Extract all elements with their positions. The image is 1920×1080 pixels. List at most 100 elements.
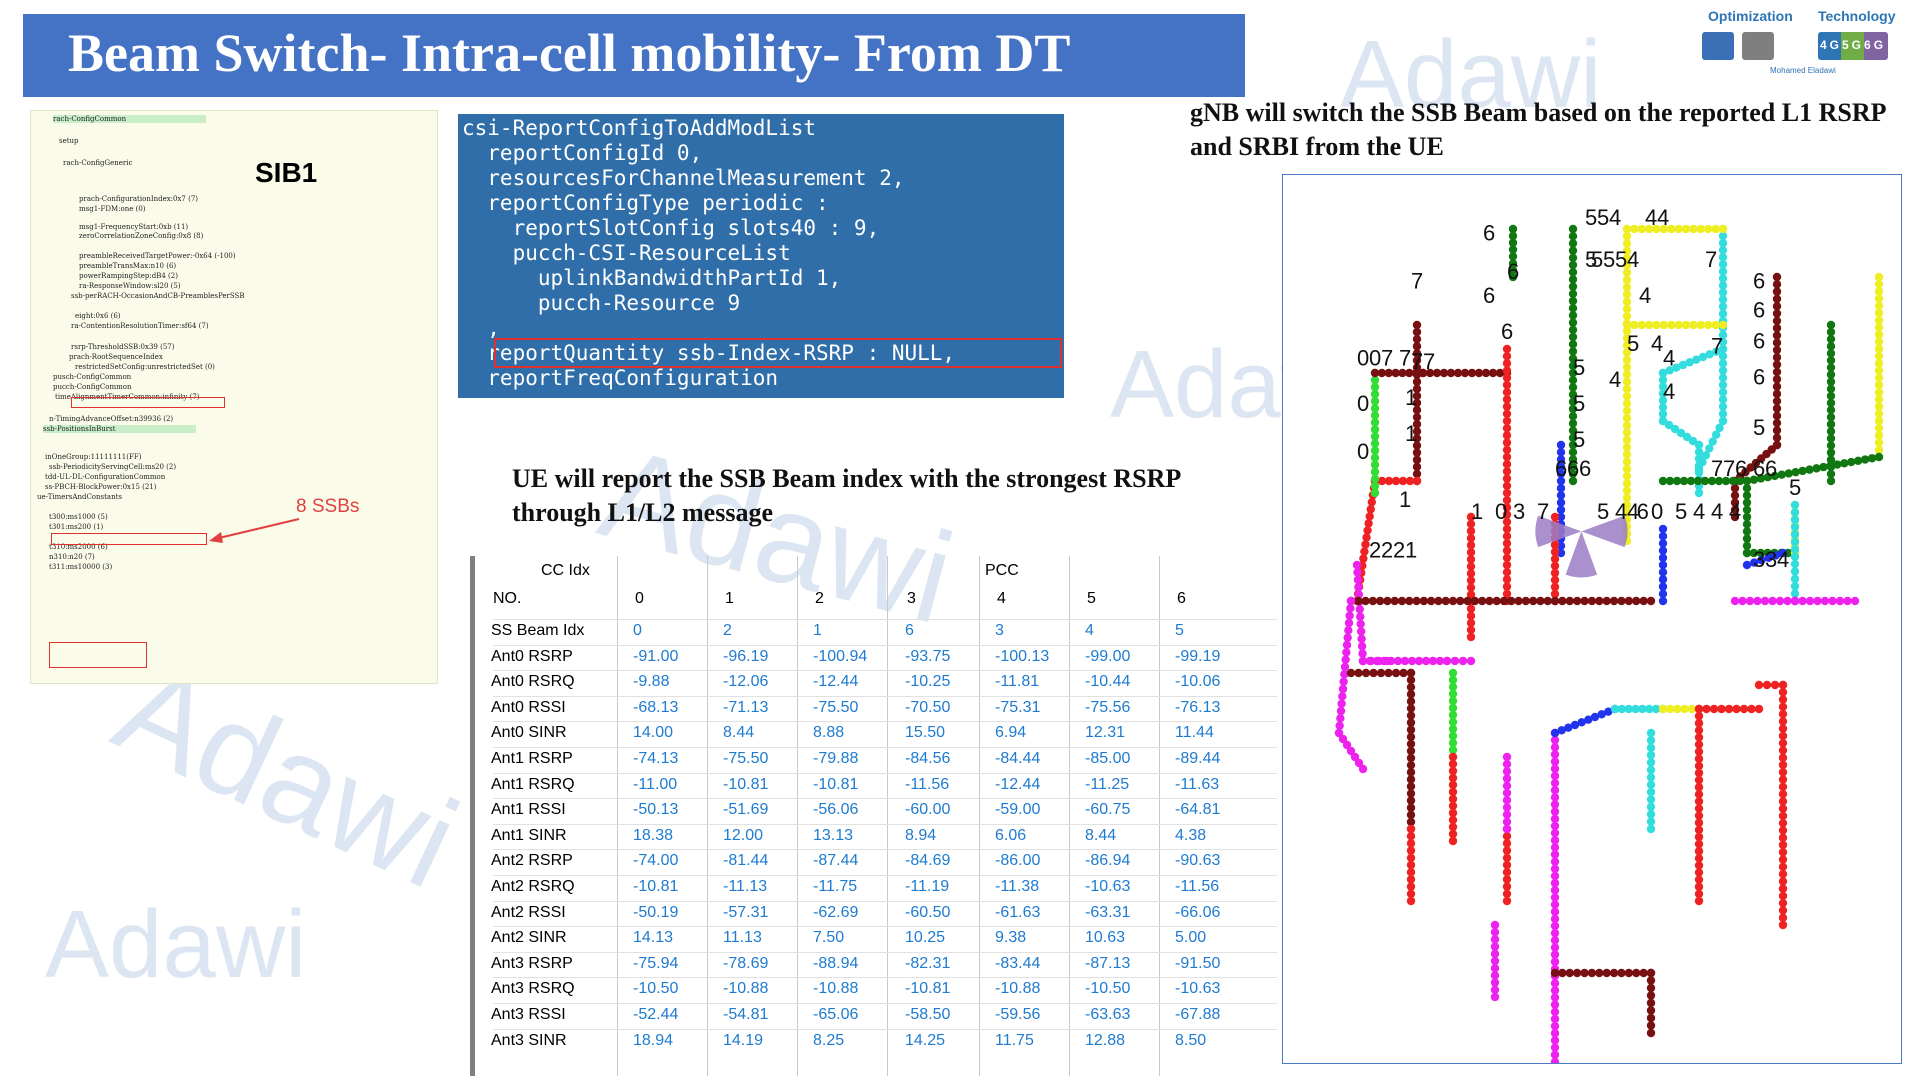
tree-node[interactable]: pusch-ConfigCommon (53, 373, 132, 381)
table-cell[interactable]: -12.06 (723, 673, 769, 691)
table-cell[interactable]: -84.44 (995, 750, 1041, 767)
table-cell[interactable]: -60.50 (905, 903, 951, 921)
tree-node[interactable]: pucch-ConfigCommon (53, 383, 132, 391)
table-cell[interactable]: -11.56 (905, 775, 950, 793)
table-cell[interactable]: 4.38 (1175, 826, 1207, 844)
tree-node[interactable]: prach-RootSequenceIndex (69, 353, 163, 361)
tree-node[interactable]: ss-PBCH-BlockPower:0x15 (21) (45, 483, 157, 491)
table-cell[interactable]: 8.50 (1175, 1031, 1207, 1049)
table-cell[interactable]: -64.81 (1175, 801, 1221, 819)
table-cell[interactable]: -10.63 (1085, 878, 1131, 895)
table-cell[interactable]: 6.06 (995, 826, 1027, 844)
table-cell[interactable]: -70.50 (905, 698, 951, 716)
table-cell[interactable]: 18.94 (633, 1031, 674, 1049)
table-cell[interactable]: -75.94 (633, 954, 679, 972)
tree-node[interactable]: n310:n20 (7) (49, 553, 95, 561)
table-cell[interactable]: -91.50 (1175, 954, 1221, 972)
table-cell[interactable]: 10.63 (1085, 929, 1126, 947)
table-cell[interactable]: -10.81 (633, 878, 679, 895)
tree-node[interactable]: zeroCorrelationZoneConfig:0x8 (8) (79, 232, 204, 240)
table-cell[interactable]: 18.38 (633, 826, 674, 844)
table-cell[interactable]: -93.75 (905, 647, 951, 665)
table-cell[interactable]: -87.13 (1085, 954, 1131, 972)
table-cell[interactable]: -10.88 (995, 980, 1041, 998)
table-cell[interactable]: -60.75 (1085, 801, 1131, 819)
table-cell[interactable]: -76.13 (1175, 698, 1221, 716)
table-cell[interactable]: -11.13 (723, 878, 768, 895)
table-cell[interactable]: -50.19 (633, 903, 679, 921)
tree-node[interactable]: n-TimingAdvanceOffset:n39936 (2) (49, 415, 174, 423)
table-cell[interactable]: 14.25 (905, 1031, 946, 1049)
table-cell[interactable]: -96.19 (723, 647, 769, 665)
table-cell[interactable]: -11.00 (633, 775, 678, 793)
tree-node[interactable]: preambleTransMax:n10 (6) (79, 262, 177, 270)
table-cell[interactable]: -11.38 (995, 878, 1040, 895)
table-cell[interactable]: -90.63 (1175, 852, 1221, 870)
table-cell[interactable]: -10.44 (1085, 673, 1131, 691)
table-cell[interactable]: -83.44 (995, 954, 1041, 972)
table-cell[interactable]: -10.81 (905, 980, 951, 998)
tree-node[interactable]: t300:ms1000 (5) (49, 513, 108, 521)
table-cell[interactable]: 14.00 (633, 724, 674, 742)
table-cell[interactable]: -84.69 (905, 852, 951, 870)
tree-node[interactable]: msg1-FrequencyStart:0xb (11) (79, 223, 189, 231)
table-cell[interactable]: -62.69 (813, 903, 859, 921)
table-cell[interactable]: 12.88 (1085, 1031, 1126, 1049)
tree-node[interactable]: ssb-perRACH-OccasionAndCB-PreamblesPerSS… (71, 292, 245, 300)
table-cell[interactable]: -12.44 (813, 673, 859, 691)
table-cell[interactable]: -60.00 (905, 801, 951, 819)
tree-node[interactable]: ra-ResponseWindow:sl20 (5) (79, 282, 181, 290)
table-cell[interactable]: -82.31 (905, 954, 951, 972)
table-cell[interactable]: 14.13 (633, 929, 674, 947)
table-cell[interactable]: 6.94 (995, 724, 1027, 742)
table-cell[interactable]: 6 (905, 622, 914, 639)
table-cell[interactable]: 8.25 (813, 1031, 845, 1049)
table-cell[interactable]: -51.69 (723, 801, 769, 819)
table-cell[interactable]: 7.50 (813, 929, 845, 947)
table-cell[interactable]: -89.44 (1175, 750, 1221, 767)
table-cell[interactable]: -10.88 (723, 980, 769, 998)
table-cell[interactable]: -9.88 (633, 673, 670, 691)
table-cell[interactable]: -57.31 (723, 903, 769, 921)
table-cell[interactable]: -85.00 (1085, 750, 1131, 767)
table-cell[interactable]: -71.13 (723, 698, 769, 716)
table-cell[interactable]: 4 (1085, 622, 1094, 639)
table-cell[interactable]: 8.44 (1085, 826, 1117, 844)
table-cell[interactable]: 5.00 (1175, 929, 1207, 947)
table-cell[interactable]: 5 (1175, 622, 1184, 639)
tree-node[interactable]: preambleReceivedTargetPower:-0x64 (-100) (79, 252, 236, 260)
table-cell[interactable]: 11.13 (723, 929, 762, 947)
table-cell[interactable]: -84.56 (905, 750, 951, 767)
table-cell[interactable]: -66.06 (1175, 903, 1221, 921)
tree-node[interactable]: ssb-PeriodicityServingCell:ms20 (2) (49, 463, 177, 471)
tree-node[interactable]: t311:ms10000 (3) (49, 563, 113, 571)
table-cell[interactable]: -10.88 (813, 980, 859, 998)
table-cell[interactable]: 14.19 (723, 1031, 764, 1049)
table-cell[interactable]: -63.63 (1085, 1006, 1131, 1023)
table-cell[interactable]: -59.56 (995, 1006, 1041, 1023)
table-cell[interactable]: -10.50 (1085, 980, 1131, 998)
table-cell[interactable]: -74.00 (633, 852, 679, 870)
table-cell[interactable]: -11.63 (1175, 775, 1220, 793)
tree-node[interactable]: tdd-UL-DL-ConfigurationCommon (45, 473, 166, 481)
tree-node[interactable]: ue-TimersAndConstants (37, 493, 123, 501)
table-cell[interactable]: -52.44 (633, 1006, 679, 1023)
table-cell[interactable]: 8.88 (813, 724, 845, 742)
table-cell[interactable]: 11.44 (1175, 724, 1214, 742)
table-cell[interactable]: -81.44 (723, 852, 769, 870)
table-cell[interactable]: -63.31 (1085, 903, 1131, 921)
table-cell[interactable]: 10.25 (905, 929, 946, 947)
table-cell[interactable]: -50.13 (633, 801, 679, 819)
table-cell[interactable]: -10.63 (1175, 980, 1221, 998)
table-cell[interactable]: -75.50 (723, 750, 769, 767)
table-cell[interactable]: 12.31 (1085, 724, 1126, 742)
table-cell[interactable]: 11.75 (995, 1031, 1034, 1049)
table-cell[interactable]: -99.19 (1175, 647, 1221, 665)
table-cell[interactable]: -99.00 (1085, 647, 1131, 665)
tree-node[interactable]: eight:0x6 (6) (75, 312, 121, 320)
table-cell[interactable]: 3 (995, 622, 1004, 639)
table-cell[interactable]: -86.00 (995, 852, 1041, 870)
tree-node[interactable]: rach-ConfigCommon (53, 115, 207, 123)
table-cell[interactable]: 1 (813, 622, 822, 639)
table-cell[interactable]: -61.63 (995, 903, 1041, 921)
